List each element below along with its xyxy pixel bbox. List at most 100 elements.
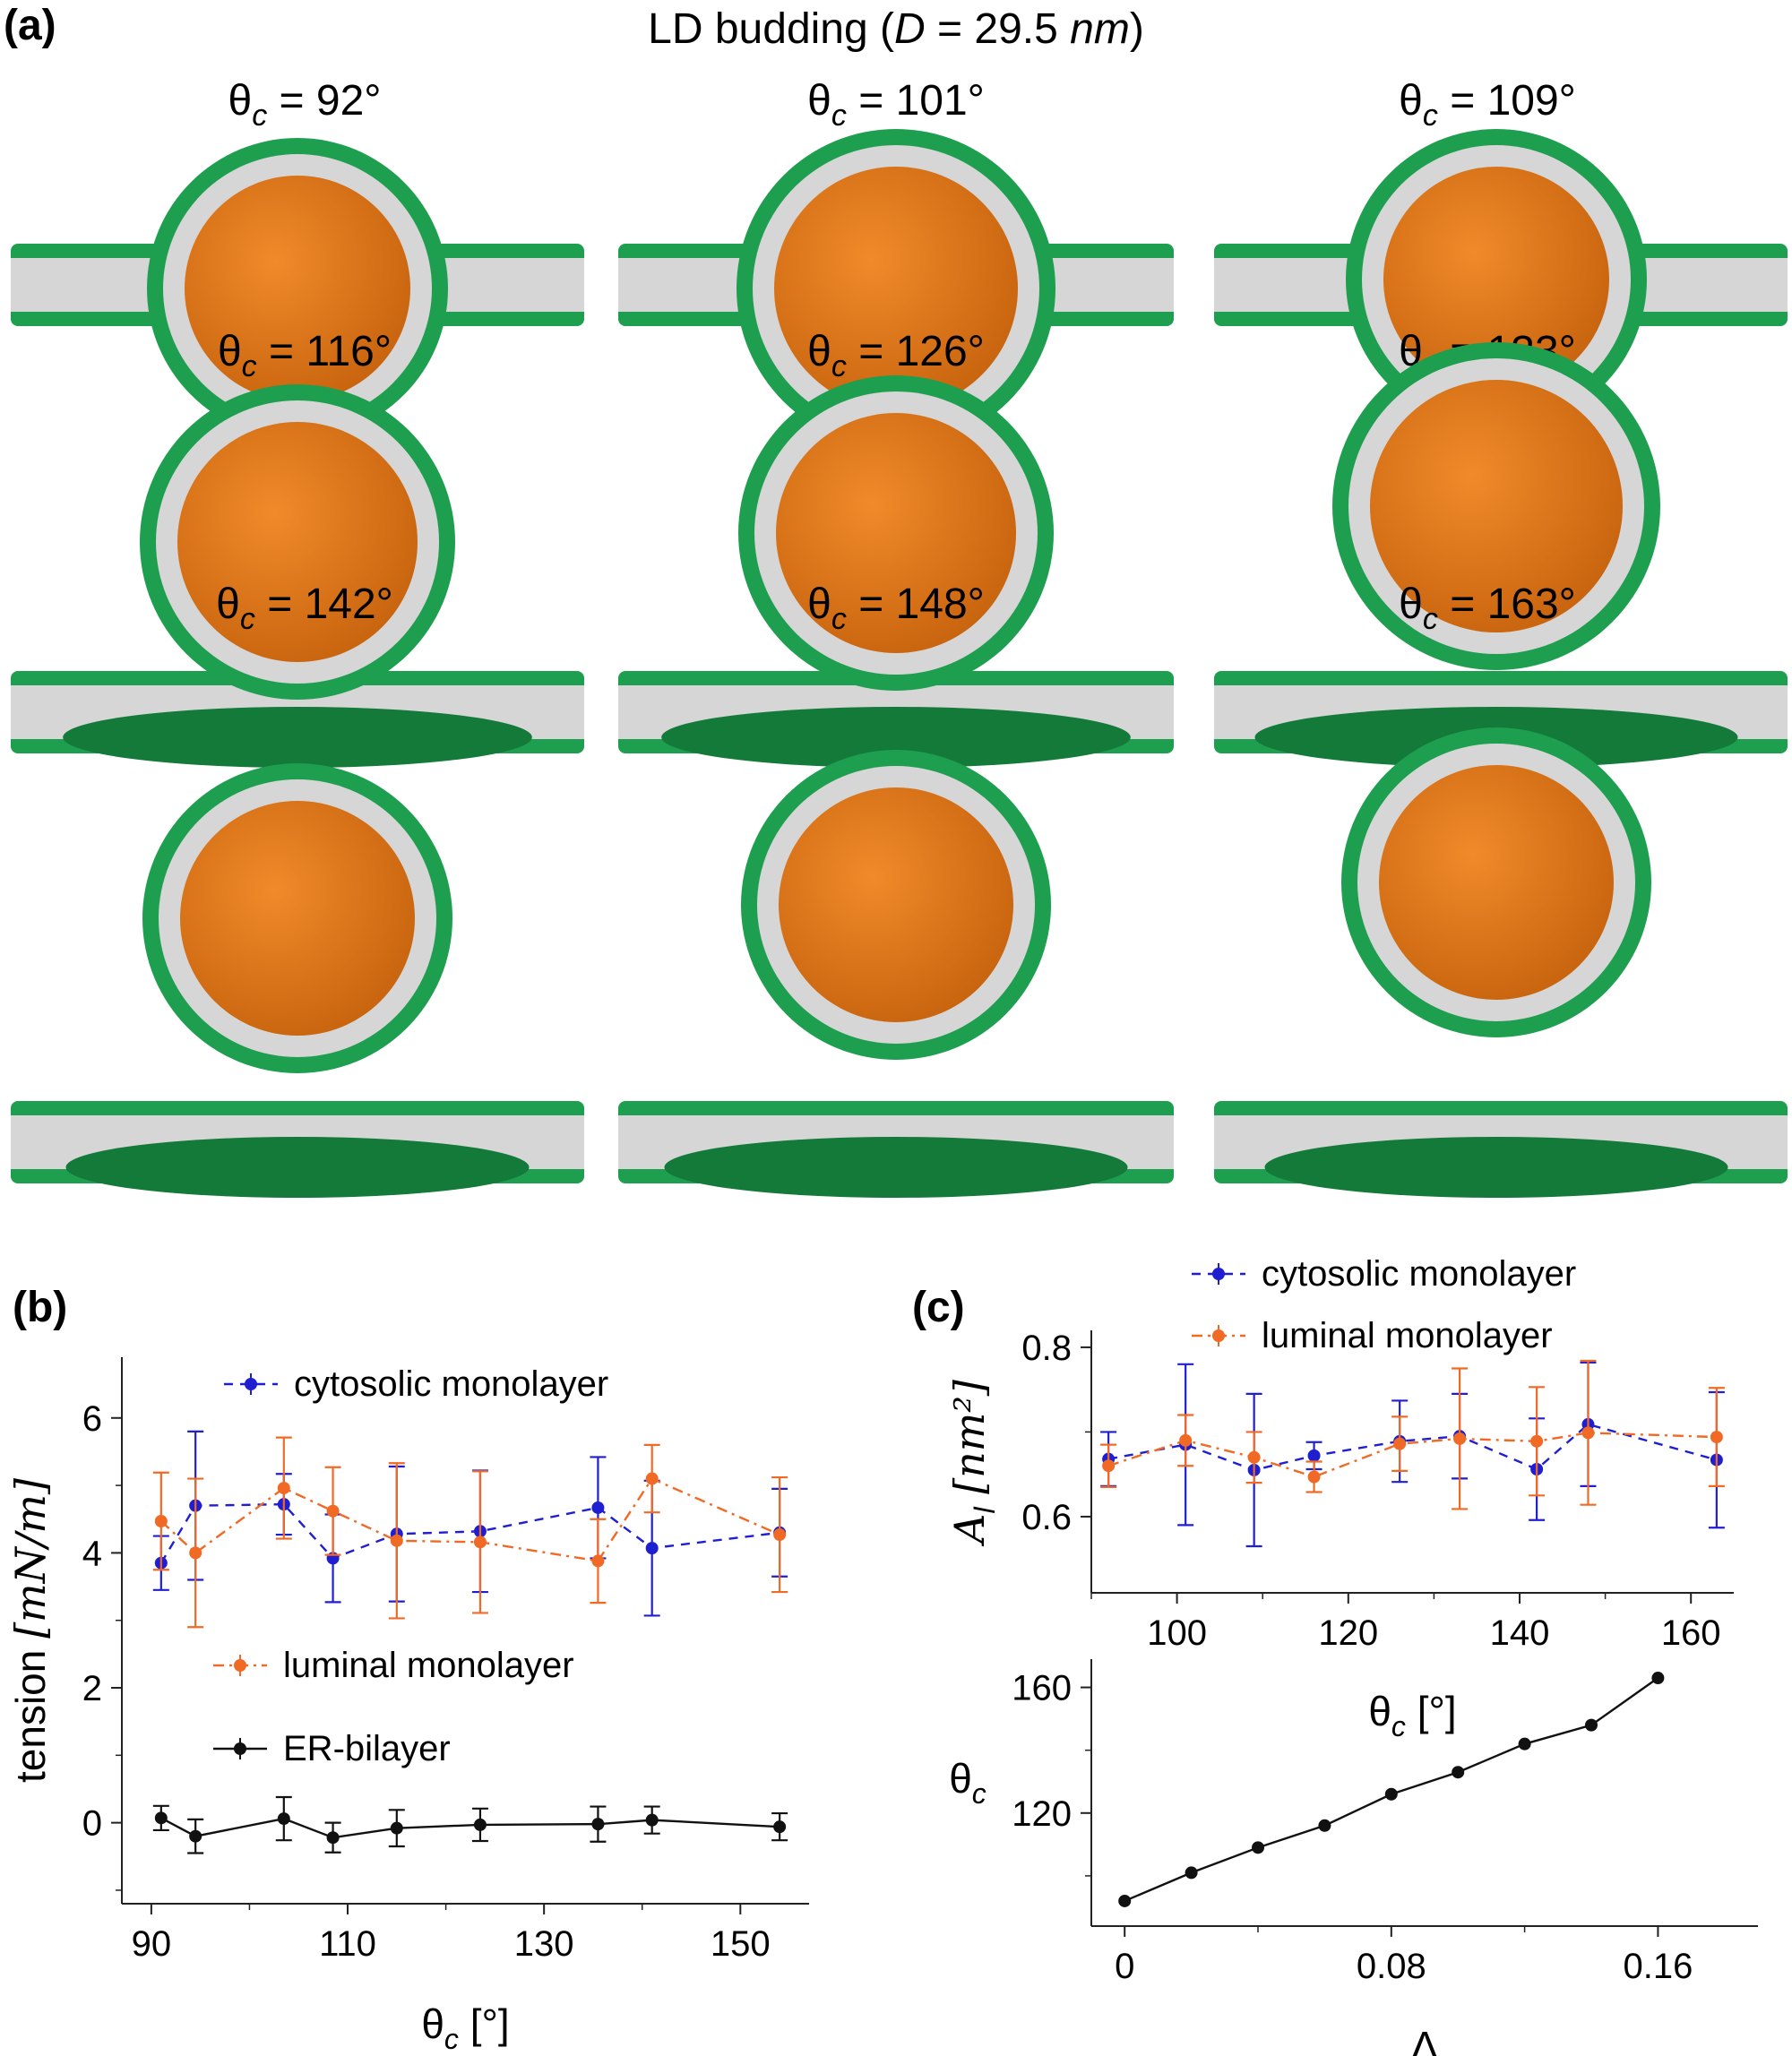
snapshot-title: θc = 163° bbox=[1399, 581, 1576, 636]
series-1 bbox=[152, 1436, 788, 1629]
data-point bbox=[473, 1536, 487, 1549]
legend-label: ER-bilayer bbox=[283, 1729, 451, 1768]
droplet-core bbox=[774, 167, 1018, 410]
series-1 bbox=[1100, 1359, 1725, 1510]
y-tick-label: 2 bbox=[82, 1669, 102, 1708]
snapshot-0: θc = 92° bbox=[11, 77, 584, 439]
droplet-core bbox=[776, 413, 1016, 653]
data-point bbox=[1585, 1718, 1598, 1732]
data-point bbox=[326, 1504, 340, 1518]
data-point bbox=[591, 1818, 605, 1831]
data-point bbox=[1318, 1819, 1331, 1832]
panel-a-title: LD budding (D = 29.5 nm) bbox=[648, 5, 1144, 53]
legend-label: luminal monolayer bbox=[283, 1646, 574, 1685]
data-point bbox=[390, 1534, 403, 1547]
droplet-core bbox=[185, 176, 410, 401]
data-point bbox=[1307, 1470, 1321, 1484]
snapshot-title: θc = 148° bbox=[807, 581, 985, 636]
snapshot-6: θc = 142° bbox=[11, 581, 584, 1198]
snapshot-title: θc = 116° bbox=[218, 328, 392, 383]
legend-marker bbox=[1212, 1268, 1225, 1280]
y-axis-title: Al [nm²] bbox=[945, 1380, 1001, 1547]
series-line bbox=[160, 1477, 780, 1562]
data-point bbox=[591, 1554, 605, 1568]
x-axis-title: Δ bbox=[1411, 2023, 1439, 2056]
data-point bbox=[645, 1542, 659, 1555]
data-point bbox=[1252, 1841, 1264, 1854]
series-line bbox=[1107, 1423, 1718, 1472]
panel-a: (a) LD budding (D = 29.5 nm) θc = 92° θc … bbox=[4, 2, 1788, 1198]
panel-c-top-chart: (c) 100 120 140 160 0.6 0.8 cytosolic monolaye… bbox=[912, 1254, 1734, 1742]
panel-c-letter: (c) bbox=[912, 1284, 965, 1331]
snapshot-1: θc = 101° bbox=[618, 77, 1174, 448]
snapshot-5: θc = 133° bbox=[1214, 328, 1788, 768]
data-point bbox=[1518, 1737, 1531, 1751]
data-point bbox=[189, 1829, 202, 1843]
data-point bbox=[1384, 1787, 1398, 1801]
x-tick-label: 90 bbox=[132, 1924, 172, 1964]
data-point bbox=[645, 1472, 659, 1485]
data-point bbox=[773, 1820, 787, 1834]
x-tick-label: 0.08 bbox=[1357, 1947, 1426, 1986]
membrane-lower-lobe bbox=[63, 707, 532, 768]
data-point bbox=[154, 1811, 168, 1825]
membrane-lower-lobe bbox=[65, 1137, 530, 1198]
data-point bbox=[1247, 1450, 1261, 1464]
y-axis-title: tension [mN/m] bbox=[6, 1478, 55, 1783]
series-line bbox=[160, 1817, 780, 1839]
x-axis-title: θc [°] bbox=[1368, 1688, 1456, 1742]
data-point bbox=[1307, 1449, 1321, 1462]
y-tick-label: 0.6 bbox=[1021, 1498, 1072, 1537]
panel-b-letter: (b) bbox=[13, 1284, 67, 1331]
data-point bbox=[154, 1515, 168, 1527]
snapshot-3: θc = 116° bbox=[11, 328, 584, 768]
snapshot-title: θc = 101° bbox=[807, 77, 985, 133]
x-axis-title: θc [°] bbox=[421, 2000, 509, 2055]
droplet-core bbox=[1379, 765, 1614, 1000]
y-tick-label: 0 bbox=[82, 1804, 102, 1844]
legend-entry: cytosolic monolayer bbox=[224, 1364, 608, 1404]
data-point bbox=[277, 1812, 290, 1826]
y-axis-title: θc bbox=[949, 1755, 986, 1810]
data-point bbox=[1179, 1433, 1193, 1447]
data-point bbox=[1452, 1766, 1465, 1779]
data-point bbox=[1530, 1434, 1544, 1448]
data-point bbox=[1581, 1426, 1595, 1440]
droplet-core bbox=[1383, 167, 1609, 392]
snapshot-title: θc = 92° bbox=[228, 77, 382, 133]
data-point bbox=[473, 1818, 487, 1831]
panel-c-bottom-chart: 0 0.08 0.16 120 160 Δθc bbox=[949, 1659, 1758, 2056]
snapshot-2: θc = 109° bbox=[1214, 77, 1788, 430]
legend-label: cytosolic monolayer bbox=[294, 1364, 608, 1404]
x-tick-label: 100 bbox=[1147, 1613, 1207, 1653]
legend-entry: luminal monolayer bbox=[213, 1646, 574, 1685]
panel-b-chart: (b) 90 110 130 150 0 2 4 6 cytosolic monolayer lu… bbox=[6, 1284, 809, 2055]
membrane-lower-lobe bbox=[1264, 1137, 1728, 1198]
data-point bbox=[390, 1821, 403, 1835]
series-0 bbox=[1118, 1672, 1665, 1907]
snapshot-grid: θc = 92° θc = 101° θc = 109° θc = 116° θc = … bbox=[11, 77, 1788, 1198]
y-tick-label: 120 bbox=[1012, 1794, 1072, 1834]
x-tick-label: 160 bbox=[1661, 1613, 1721, 1653]
data-point bbox=[1185, 1866, 1198, 1880]
droplet-core bbox=[1370, 380, 1623, 632]
data-point bbox=[1453, 1432, 1467, 1445]
data-point bbox=[591, 1501, 605, 1514]
data-point bbox=[773, 1528, 787, 1542]
data-point bbox=[1651, 1672, 1665, 1685]
legend-marker bbox=[1212, 1329, 1225, 1342]
y-tick-label: 0.8 bbox=[1021, 1329, 1072, 1368]
snapshot-4: θc = 126° bbox=[618, 328, 1174, 768]
snapshot-title: θc = 109° bbox=[1399, 77, 1576, 133]
legend-label: luminal monolayer bbox=[1262, 1316, 1553, 1355]
data-point bbox=[326, 1831, 340, 1845]
legend-marker bbox=[234, 1659, 246, 1672]
data-point bbox=[1118, 1894, 1132, 1907]
x-tick-label: 110 bbox=[319, 1924, 376, 1964]
y-tick-label: 6 bbox=[82, 1399, 102, 1439]
series-2 bbox=[152, 1795, 788, 1854]
legend-entry: cytosolic monolayer bbox=[1192, 1254, 1576, 1294]
membrane-lower-lobe bbox=[661, 707, 1131, 768]
data-point bbox=[1710, 1431, 1723, 1444]
series-0 bbox=[152, 1430, 788, 1617]
